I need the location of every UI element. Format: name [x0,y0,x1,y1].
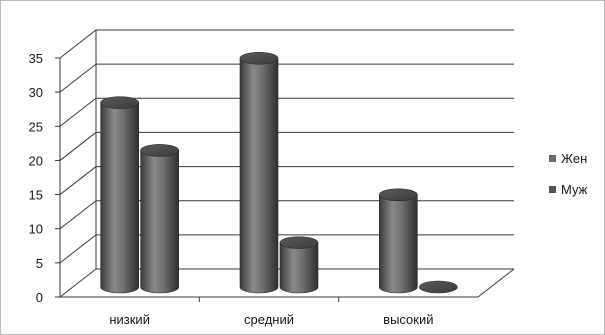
axis-layer [55,30,515,302]
gridline-side [59,200,97,230]
legend: Жен Муж [549,151,588,197]
legend-swatch-muzh [549,186,556,193]
y-tick-label: 15 [29,188,43,203]
bar-cap [140,144,179,157]
bar-body [100,102,139,294]
bar-zhen-0 [100,96,139,294]
gridline-side [59,97,97,127]
gridline-side [59,268,97,298]
gridline-side [59,166,97,195]
gridline-side [59,29,97,59]
bar-muzh-2 [419,280,458,294]
y-tick-label: 0 [36,290,43,305]
floor-edge [477,268,515,298]
x-category-label: низкий [109,312,150,327]
bar-cap [100,96,139,109]
y-tick-label: 5 [36,256,43,271]
y-tick-label: 35 [29,51,43,66]
bar-body [379,194,418,294]
labels-layer: 0 5 10 15 20 25 30 35 низкий средний высокий [29,51,434,327]
legend-swatch-zhen [549,155,556,162]
legend-label-zhen: Жен [561,151,587,166]
gridline-side [59,132,97,161]
bar-muzh-0 [140,144,179,294]
bar-zhen-1 [239,51,279,294]
y-tick-label: 10 [29,222,43,237]
bar-muzh-1 [279,236,319,294]
bar-body [279,242,319,294]
y-tick-label: 20 [29,153,43,168]
bars-layer [100,51,458,294]
y-tick-label: 30 [29,85,43,100]
bar-zhen-2 [379,188,418,294]
gridline-side [59,234,97,264]
bar-body [140,150,179,294]
bar-cap [239,51,279,65]
gridline-side [59,63,97,93]
bar-cap [279,236,319,249]
legend-label-muzh: Муж [561,182,588,197]
y-tick-label: 25 [29,119,43,134]
bar-body [239,57,279,294]
x-category-label: высокий [383,312,433,327]
x-category-label: средний [244,312,294,327]
bar-cap [379,188,418,202]
bar-cap [419,280,458,294]
